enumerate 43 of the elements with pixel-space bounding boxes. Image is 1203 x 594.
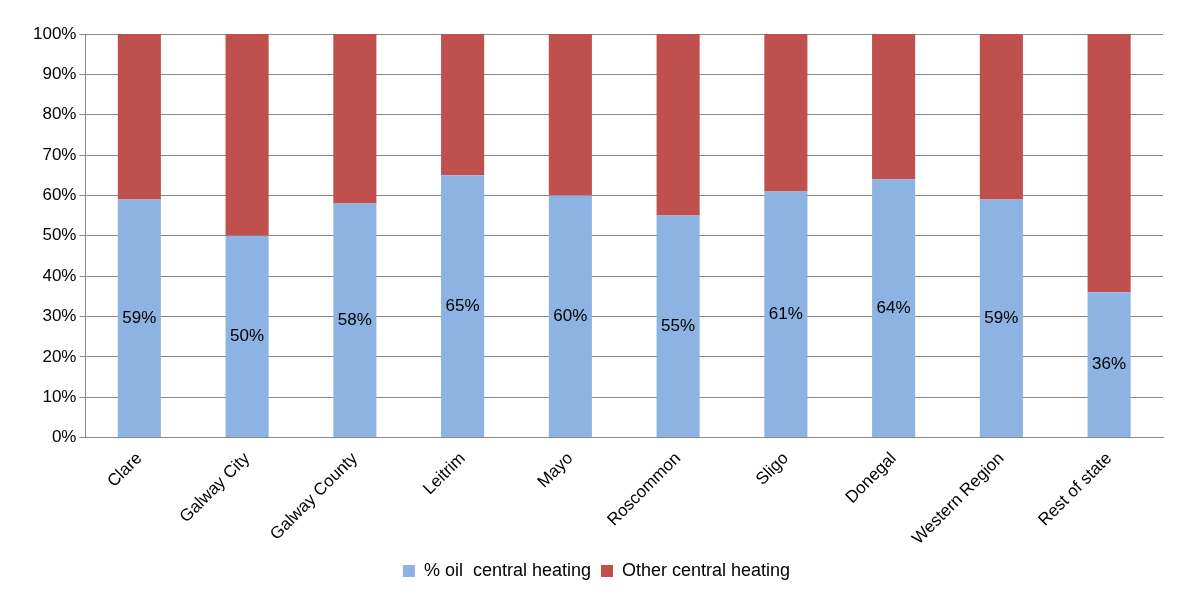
y-tick-label: 80% bbox=[42, 104, 77, 124]
y-tick-label: 70% bbox=[42, 144, 77, 164]
bar bbox=[117, 199, 161, 438]
bar bbox=[333, 34, 377, 204]
bar bbox=[441, 34, 485, 176]
bar bbox=[1087, 292, 1131, 438]
y-tick-label: 90% bbox=[42, 64, 77, 84]
bar bbox=[117, 34, 161, 200]
y-tick-label: 60% bbox=[42, 185, 77, 205]
y-tick-label: 40% bbox=[42, 265, 77, 285]
data-label: 55% bbox=[661, 316, 696, 336]
bar bbox=[872, 179, 916, 438]
bar bbox=[979, 199, 1023, 438]
data-label: 59% bbox=[984, 307, 1019, 327]
bar bbox=[225, 235, 269, 438]
bar bbox=[1087, 34, 1131, 293]
y-tick-label: 0% bbox=[51, 427, 77, 447]
legend-label: % oil central heating bbox=[423, 559, 592, 580]
data-label: 58% bbox=[337, 310, 372, 329]
data-label: 65% bbox=[445, 295, 480, 315]
data-label: 61% bbox=[768, 303, 803, 323]
bar bbox=[656, 215, 700, 438]
bar bbox=[872, 34, 916, 180]
data-label: 60% bbox=[553, 305, 588, 325]
bar bbox=[979, 34, 1023, 200]
bar bbox=[764, 34, 808, 192]
bar bbox=[441, 175, 485, 438]
data-label: 64% bbox=[876, 297, 911, 317]
legend-label: Other central heating bbox=[622, 559, 791, 580]
y-tick-label: 30% bbox=[42, 306, 77, 326]
bar bbox=[225, 34, 269, 236]
data-label: 59% bbox=[122, 307, 157, 327]
bar bbox=[548, 195, 592, 438]
y-tick-label: 50% bbox=[42, 225, 77, 245]
bar bbox=[764, 191, 808, 438]
data-label: 50% bbox=[230, 326, 265, 346]
y-tick-label: 20% bbox=[42, 346, 77, 366]
y-tick-label: 10% bbox=[42, 386, 77, 406]
y-tick-label: 100% bbox=[33, 23, 77, 43]
bar bbox=[656, 34, 700, 216]
bar bbox=[333, 203, 377, 438]
bar bbox=[548, 34, 592, 196]
data-label: 36% bbox=[1092, 354, 1127, 374]
